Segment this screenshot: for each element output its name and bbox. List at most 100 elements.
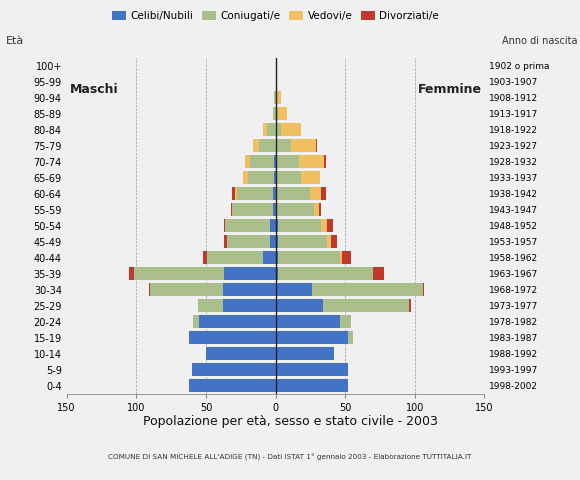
Bar: [348, 331, 353, 344]
Bar: [273, 187, 275, 200]
Bar: [270, 235, 275, 248]
Bar: [193, 315, 199, 328]
Bar: [263, 251, 276, 264]
Bar: [226, 219, 270, 232]
Bar: [339, 315, 351, 328]
Bar: [409, 299, 411, 312]
Bar: [189, 331, 276, 344]
Bar: [276, 331, 348, 344]
Bar: [323, 299, 409, 312]
Bar: [423, 283, 425, 296]
Bar: [235, 187, 237, 200]
Bar: [321, 187, 325, 200]
Bar: [192, 363, 276, 376]
Bar: [327, 219, 332, 232]
Bar: [316, 139, 317, 152]
Bar: [150, 283, 223, 296]
Bar: [276, 379, 348, 392]
Bar: [248, 171, 274, 184]
Text: Età: Età: [6, 36, 24, 46]
Bar: [274, 171, 276, 184]
Bar: [281, 123, 300, 136]
Bar: [277, 187, 310, 200]
Bar: [291, 139, 316, 152]
Bar: [311, 283, 423, 296]
Bar: [277, 91, 281, 104]
Bar: [198, 299, 223, 312]
Bar: [314, 203, 318, 216]
Bar: [331, 235, 337, 248]
Bar: [321, 219, 327, 232]
Bar: [276, 75, 277, 88]
Bar: [276, 267, 278, 280]
Bar: [267, 123, 275, 136]
Text: Popolazione per età, sesso e stato civile - 2003: Popolazione per età, sesso e stato civil…: [143, 415, 437, 428]
Bar: [237, 187, 273, 200]
Legend: Celibi/Nubili, Coniugati/e, Vedovi/e, Divorziati/e: Celibi/Nubili, Coniugati/e, Vedovi/e, Di…: [110, 9, 441, 23]
Bar: [318, 203, 321, 216]
Bar: [276, 203, 277, 216]
Bar: [373, 267, 384, 280]
Bar: [189, 379, 276, 392]
Bar: [133, 267, 224, 280]
Bar: [253, 139, 259, 152]
Bar: [276, 139, 291, 152]
Text: Maschi: Maschi: [70, 83, 118, 96]
Bar: [278, 107, 287, 120]
Bar: [263, 123, 267, 136]
Bar: [206, 347, 276, 360]
Bar: [273, 203, 275, 216]
Bar: [233, 203, 273, 216]
Bar: [276, 219, 278, 232]
Bar: [203, 251, 207, 264]
Bar: [276, 283, 311, 296]
Bar: [274, 155, 276, 168]
Bar: [129, 267, 133, 280]
Bar: [231, 203, 233, 216]
Bar: [327, 235, 331, 248]
Bar: [276, 91, 277, 104]
Bar: [270, 219, 275, 232]
Bar: [274, 91, 276, 104]
Bar: [233, 187, 235, 200]
Bar: [300, 171, 320, 184]
Bar: [223, 299, 276, 312]
Bar: [276, 107, 278, 120]
Bar: [244, 171, 248, 184]
Bar: [278, 235, 327, 248]
Bar: [342, 251, 351, 264]
Bar: [277, 203, 314, 216]
Bar: [278, 251, 339, 264]
Text: Femmine: Femmine: [418, 83, 481, 96]
Bar: [276, 315, 339, 328]
Bar: [299, 155, 324, 168]
Bar: [245, 155, 251, 168]
Bar: [310, 187, 321, 200]
Bar: [223, 283, 276, 296]
Bar: [273, 107, 275, 120]
Bar: [276, 123, 281, 136]
Bar: [276, 251, 278, 264]
Text: COMUNE DI SAN MICHELE ALL'ADIGE (TN) - Dati ISTAT 1° gennaio 2003 - Elaborazione: COMUNE DI SAN MICHELE ALL'ADIGE (TN) - D…: [108, 454, 472, 461]
Bar: [224, 267, 276, 280]
Bar: [199, 315, 276, 328]
Bar: [276, 187, 277, 200]
Bar: [251, 155, 274, 168]
Bar: [276, 155, 277, 168]
Bar: [224, 219, 226, 232]
Bar: [276, 363, 348, 376]
Bar: [227, 235, 270, 248]
Bar: [278, 267, 373, 280]
Bar: [224, 235, 227, 248]
Bar: [277, 155, 299, 168]
Text: Anno di nascita: Anno di nascita: [502, 36, 577, 46]
Bar: [276, 347, 334, 360]
Bar: [324, 155, 325, 168]
Bar: [259, 139, 276, 152]
Bar: [276, 299, 323, 312]
Bar: [276, 235, 278, 248]
Bar: [149, 283, 150, 296]
Bar: [278, 219, 321, 232]
Bar: [276, 171, 300, 184]
Bar: [207, 251, 263, 264]
